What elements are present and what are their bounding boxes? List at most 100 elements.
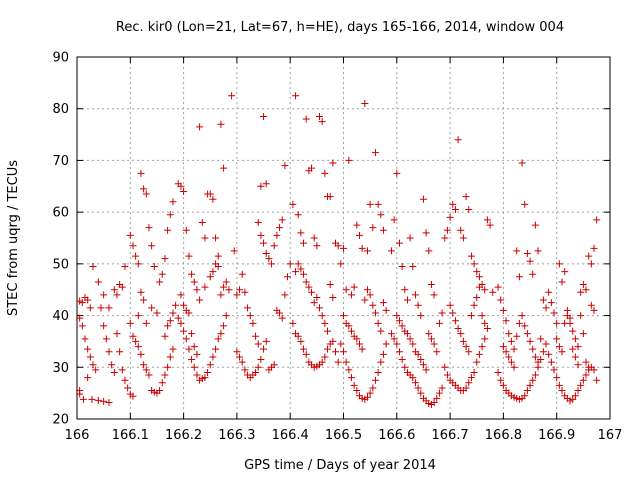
data-point: [129, 392, 137, 400]
data-point: [169, 309, 177, 317]
data-point: [276, 224, 284, 232]
data-point: [294, 332, 302, 340]
data-point: [387, 330, 395, 338]
data-point: [257, 231, 265, 239]
data-point: [569, 327, 577, 335]
data-point: [342, 286, 350, 294]
data-point: [518, 312, 526, 320]
x-tick-label: 166.1: [112, 428, 149, 443]
data-point: [217, 120, 225, 128]
data-point: [473, 293, 481, 301]
data-point: [100, 291, 108, 299]
data-point: [353, 221, 361, 229]
data-point: [318, 358, 326, 366]
data-point: [441, 234, 449, 242]
data-point: [390, 216, 398, 224]
x-tick-label: 166: [65, 428, 90, 443]
data-point: [260, 239, 268, 247]
data-point: [494, 283, 502, 291]
data-point: [470, 368, 478, 376]
data-point: [374, 200, 382, 208]
data-point: [252, 332, 260, 340]
data-point: [156, 278, 164, 286]
data-point: [483, 216, 491, 224]
data-point: [190, 278, 198, 286]
y-tick-label: 70: [52, 154, 69, 169]
data-point: [366, 389, 374, 397]
data-point: [358, 244, 366, 252]
data-point: [132, 252, 140, 260]
data-point: [177, 319, 185, 327]
data-point: [395, 317, 403, 325]
data-point: [515, 273, 523, 281]
data-point: [409, 262, 417, 270]
data-point: [577, 381, 585, 389]
data-point: [94, 278, 102, 286]
x-axis-title: GPS time / Days of year 2014: [244, 458, 436, 473]
data-point: [129, 332, 137, 340]
data-point: [531, 353, 539, 361]
data-point: [499, 306, 507, 314]
data-point: [433, 348, 441, 356]
y-tick-label: 90: [52, 51, 69, 66]
data-point: [337, 340, 345, 348]
data-point: [137, 350, 145, 358]
data-point: [342, 358, 350, 366]
data-point: [254, 340, 262, 348]
data-point: [233, 348, 241, 356]
data-point: [324, 327, 332, 335]
data-point: [379, 299, 387, 307]
data-point: [419, 195, 427, 203]
data-point: [523, 330, 531, 338]
data-point: [273, 231, 281, 239]
data-point: [308, 288, 316, 296]
data-point: [347, 291, 355, 299]
data-point: [486, 221, 494, 229]
data-point: [262, 250, 270, 258]
y-axis-title: STEC from uqrg / TECUs: [6, 160, 21, 316]
data-point: [153, 309, 161, 317]
data-point: [92, 366, 100, 374]
data-point: [489, 288, 497, 296]
data-point: [86, 304, 94, 312]
data-point: [483, 325, 491, 332]
data-point: [214, 252, 222, 260]
data-point: [196, 123, 204, 131]
data-point: [510, 345, 518, 353]
x-tick-label: 166.9: [538, 428, 575, 443]
data-point: [140, 296, 148, 304]
data-point: [142, 319, 150, 327]
data-point: [387, 247, 395, 255]
data-point: [180, 187, 188, 195]
data-point: [284, 273, 292, 281]
data-point: [505, 353, 513, 361]
data-point: [326, 193, 334, 201]
data-point: [585, 252, 593, 260]
data-point: [467, 312, 475, 320]
data-point: [555, 381, 563, 389]
data-point: [553, 374, 561, 382]
y-tick-label: 80: [52, 102, 69, 117]
data-point: [297, 229, 305, 237]
data-point: [76, 390, 84, 398]
data-point: [110, 368, 118, 376]
data-point: [406, 335, 414, 343]
data-point: [241, 366, 249, 374]
data-point: [185, 252, 193, 260]
data-point: [180, 327, 188, 335]
data-point: [550, 309, 558, 317]
data-point: [220, 322, 228, 330]
data-point: [513, 332, 521, 340]
data-point: [132, 337, 140, 345]
data-point: [422, 229, 430, 237]
data-point: [156, 387, 164, 395]
data-point: [249, 319, 257, 327]
data-point: [499, 381, 507, 389]
data-point: [238, 358, 246, 366]
data-point: [395, 348, 403, 356]
data-point: [334, 242, 342, 250]
data-point: [76, 314, 84, 322]
data-point: [542, 340, 550, 348]
data-point: [334, 358, 342, 366]
data-point: [172, 301, 180, 309]
